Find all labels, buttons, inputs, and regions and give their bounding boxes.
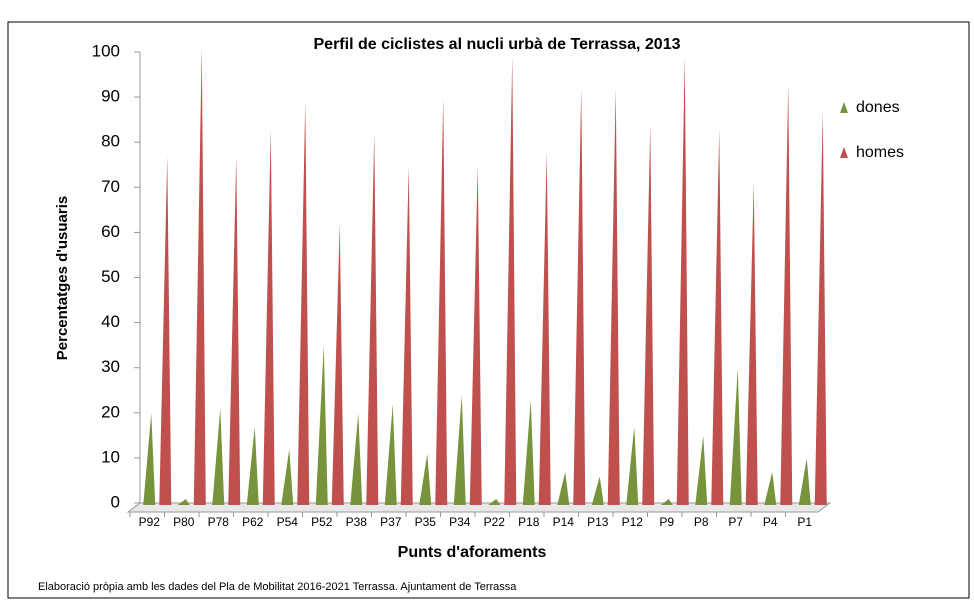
y-tick-label: 20 — [101, 402, 120, 421]
x-tick-label: P52 — [311, 515, 333, 529]
x-tick-label: P78 — [208, 515, 230, 529]
chart-title: Perfil de ciclistes al nucli urbà de Ter… — [314, 36, 681, 53]
source-note: Elaboració pròpia amb les dades del Pla … — [38, 581, 517, 593]
spike — [246, 426, 259, 505]
spike — [281, 449, 294, 505]
spike — [177, 499, 190, 505]
x-tick-label: P62 — [242, 515, 264, 529]
y-tick-label: 0 — [111, 492, 120, 511]
x-tick-label: P8 — [694, 515, 709, 529]
y-tick-label: 50 — [101, 267, 120, 286]
spike — [228, 156, 241, 506]
spike — [384, 404, 397, 505]
spike — [660, 499, 673, 505]
x-tick-label: P54 — [277, 515, 299, 529]
spike — [642, 124, 655, 506]
y-tick-label: 10 — [101, 447, 120, 466]
spike — [469, 165, 482, 505]
spike — [626, 426, 639, 505]
spike — [488, 499, 501, 505]
x-tick-label: P13 — [587, 515, 609, 529]
spike — [143, 413, 156, 505]
spike — [504, 57, 517, 506]
x-tick-label: P80 — [173, 515, 195, 529]
spike — [780, 84, 793, 505]
spike — [538, 151, 551, 506]
x-tick-label: P35 — [415, 515, 437, 529]
x-tick-label: P18 — [518, 515, 540, 529]
spike — [729, 368, 742, 505]
x-tick-label: P22 — [484, 515, 506, 529]
y-tick-label: 80 — [101, 132, 120, 151]
spike — [814, 111, 827, 505]
x-tick-label: P92 — [139, 515, 161, 529]
spike — [557, 471, 570, 505]
y-axis-title: Percentatges d'usuaris — [54, 196, 71, 360]
x-tick-label: P37 — [380, 515, 402, 529]
y-tick-label: 90 — [101, 87, 120, 106]
spike — [607, 88, 620, 505]
spike — [400, 165, 413, 505]
spike — [193, 48, 206, 505]
spike — [366, 133, 379, 505]
x-axis-title: Punts d'aforaments — [398, 544, 547, 561]
spike — [350, 413, 363, 505]
legend-swatch — [840, 102, 848, 113]
spike — [676, 57, 689, 506]
x-tick-label: P38 — [346, 515, 368, 529]
spike — [798, 458, 811, 505]
spike — [695, 435, 708, 505]
spike — [522, 399, 535, 505]
y-tick-label: 60 — [101, 222, 120, 241]
spike — [764, 471, 777, 505]
y-tick-label: 40 — [101, 312, 120, 331]
spike — [573, 88, 586, 505]
x-tick-label: P1 — [797, 515, 812, 529]
y-tick-label: 100 — [92, 41, 120, 60]
spike — [159, 156, 172, 506]
spike — [711, 129, 724, 505]
x-tick-label: P9 — [659, 515, 674, 529]
spike — [262, 129, 275, 505]
x-tick-label: P12 — [622, 515, 644, 529]
x-tick-label: P4 — [763, 515, 778, 529]
x-tick-label: P7 — [728, 515, 743, 529]
spike — [745, 183, 758, 506]
spike — [297, 102, 310, 506]
spike — [212, 408, 225, 505]
y-tick-label: 70 — [101, 177, 120, 196]
spike — [331, 223, 344, 505]
y-tick-label: 30 — [101, 357, 120, 376]
spike — [435, 97, 448, 506]
x-tick-label: P14 — [553, 515, 575, 529]
spike — [453, 395, 466, 505]
legend-label: dones — [856, 99, 900, 116]
x-tick-label: P34 — [449, 515, 471, 529]
spike — [315, 345, 328, 505]
spike — [419, 453, 432, 505]
spike — [591, 476, 604, 505]
legend-label: homes — [856, 144, 904, 161]
legend-swatch — [840, 147, 848, 158]
